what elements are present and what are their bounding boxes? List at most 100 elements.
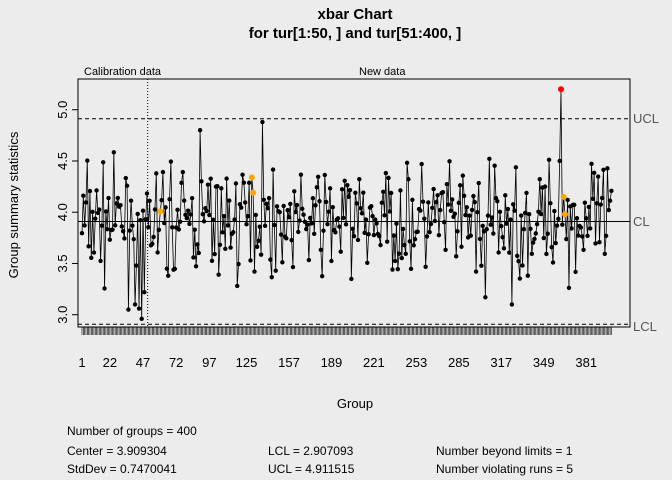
data-point (119, 224, 124, 229)
data-point (471, 193, 476, 199)
data-point (410, 197, 415, 203)
data-point (371, 232, 377, 238)
data-point (370, 213, 375, 219)
data-point (432, 218, 438, 224)
data-point (142, 289, 147, 295)
violating-run-point (561, 211, 568, 218)
data-point (160, 169, 166, 175)
data-point (343, 222, 349, 227)
data-point (201, 219, 207, 224)
data-point (520, 263, 525, 268)
chart-title: xbar Chart (317, 6, 392, 23)
chart-subtitle: for tur[1:50, ] and tur[51:400, ] (249, 25, 462, 42)
data-point (284, 236, 289, 241)
data-point (102, 286, 107, 291)
data-point (314, 185, 320, 190)
data-point (403, 251, 408, 257)
data-point (442, 220, 447, 225)
data-point (166, 273, 171, 278)
data-point (573, 269, 578, 275)
data-point (319, 273, 325, 279)
data-point (515, 253, 520, 259)
data-point (310, 196, 316, 201)
data-point (152, 207, 158, 212)
data-point (290, 264, 296, 270)
data-point (85, 158, 90, 163)
data-point (346, 194, 351, 199)
data-point (407, 239, 412, 244)
data-point (265, 205, 270, 211)
data-point (384, 239, 390, 244)
data-point (207, 212, 212, 218)
data-point (94, 188, 99, 193)
data-point (599, 195, 605, 201)
stat-ucl: UCL = 4.911515 (268, 462, 355, 476)
data-point (418, 208, 423, 213)
data-point (217, 242, 223, 248)
data-point (296, 229, 301, 235)
data-point (387, 209, 393, 214)
violating-run-point (248, 174, 255, 181)
data-point (404, 160, 410, 166)
data-point (140, 208, 146, 213)
data-point (189, 195, 195, 201)
data-point (447, 159, 452, 164)
y-tick-label: 3.5 (55, 254, 70, 272)
data-point (426, 200, 431, 205)
plot-area: 3.0 3.5 4.0 4.5 5.0 1 22 47 72 97 125 157 189 221 253 2… (55, 78, 631, 370)
data-point (524, 190, 529, 196)
data-point (379, 200, 385, 205)
data-point (424, 234, 430, 239)
data-point (420, 199, 426, 204)
violating-run-point (157, 208, 164, 215)
data-point (329, 258, 334, 264)
data-point (508, 217, 513, 222)
data-point (268, 257, 273, 262)
data-point (277, 210, 282, 215)
y-tick-label: 4.0 (55, 203, 70, 221)
data-point (223, 246, 228, 251)
data-point (111, 150, 117, 155)
violating-run-point (250, 189, 257, 196)
data-point (221, 214, 227, 219)
data-point (408, 266, 414, 272)
data-point (322, 172, 328, 178)
data-point (81, 193, 86, 198)
x-tick-label: 72 (169, 355, 183, 370)
data-point (225, 223, 231, 228)
data-point (386, 175, 391, 181)
data-point (193, 264, 199, 269)
data-point (382, 213, 387, 218)
data-point (179, 180, 184, 186)
data-point (337, 224, 342, 229)
data-point (103, 209, 109, 214)
y-tick-label: 4.5 (55, 152, 70, 170)
data-point (605, 166, 610, 171)
data-point (235, 283, 240, 289)
x-tick-label: 1 (78, 355, 85, 370)
data-point (278, 232, 284, 237)
data-point (191, 255, 196, 260)
data-point (280, 260, 285, 265)
data-point (607, 198, 613, 203)
data-point (82, 223, 87, 228)
data-point (480, 223, 485, 229)
data-point (460, 173, 466, 178)
data-point (168, 159, 174, 164)
data-point (534, 221, 540, 227)
data-point (333, 230, 338, 235)
data-point (357, 176, 362, 182)
data-point (350, 226, 355, 231)
calibration-label: Calibration data (84, 66, 162, 78)
data-point (353, 190, 358, 196)
data-point (292, 189, 297, 194)
data-point (556, 216, 561, 222)
data-point (601, 167, 606, 172)
data-point (180, 169, 186, 175)
data-point (464, 205, 469, 210)
data-point (501, 246, 507, 251)
data-point (529, 251, 535, 257)
data-point (304, 226, 309, 232)
data-point (512, 208, 517, 213)
data-point (156, 227, 162, 232)
